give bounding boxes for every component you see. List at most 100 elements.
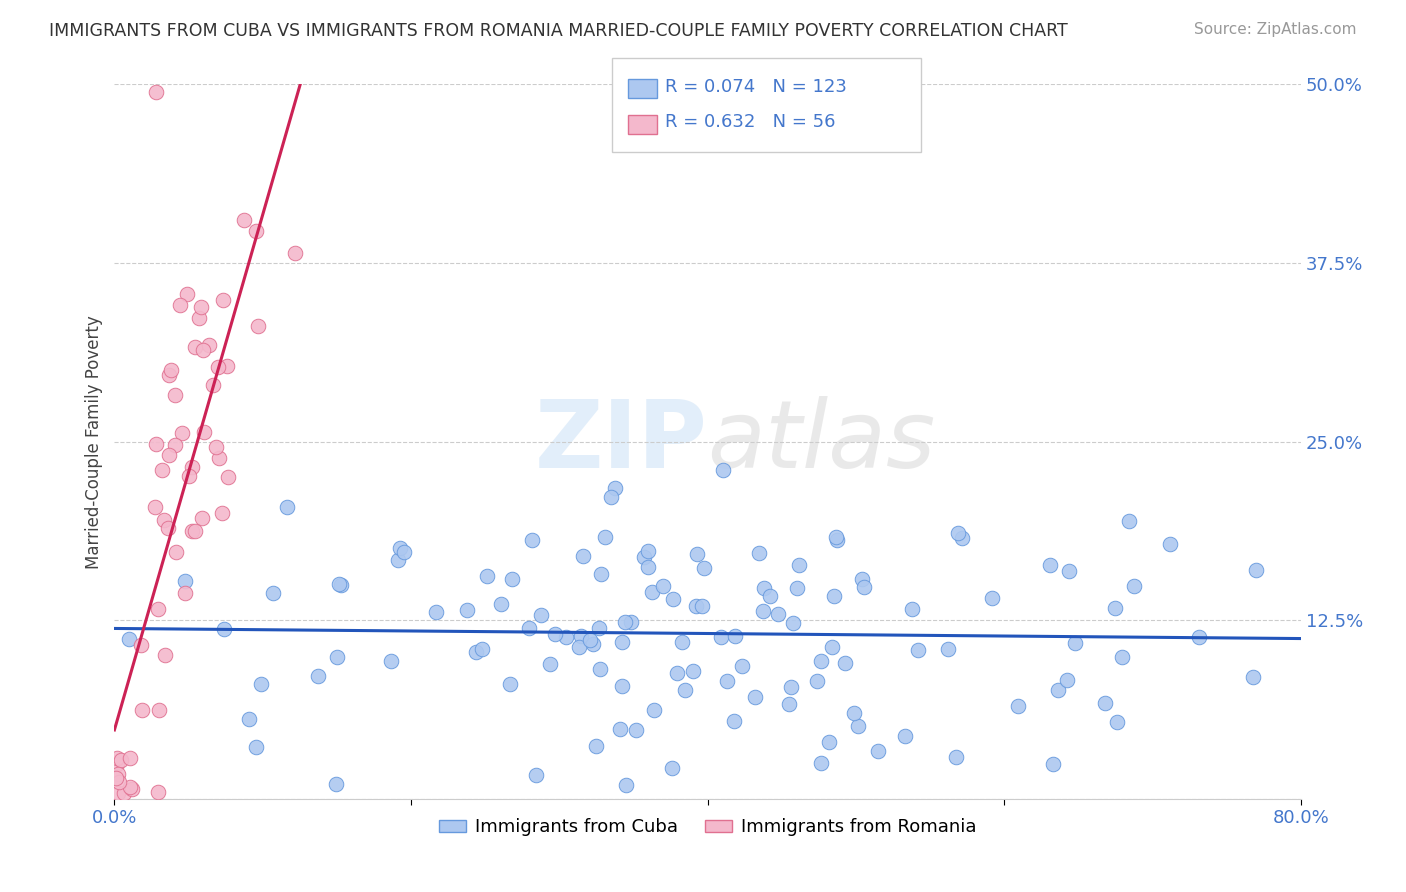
Point [184, 340, 207, 354]
Point [157, 521, 180, 535]
Point [193, 343, 215, 358]
Point [1039, 558, 1062, 572]
Point [193, 425, 215, 440]
Point [176, 286, 198, 301]
Point [852, 581, 875, 595]
Point [212, 622, 235, 636]
Point [555, 630, 578, 644]
Point [893, 729, 915, 743]
Point [179, 468, 201, 483]
Point [620, 615, 643, 629]
Point [624, 723, 647, 737]
Point [165, 438, 187, 452]
Point [671, 635, 693, 649]
Point [900, 602, 922, 616]
Point [501, 572, 523, 586]
Point [690, 599, 713, 613]
Point [326, 649, 349, 664]
Point [610, 635, 633, 649]
Point [591, 567, 613, 582]
Point [475, 569, 498, 583]
Point [173, 574, 195, 589]
Point [157, 449, 180, 463]
Point [1064, 636, 1087, 650]
Point [207, 360, 229, 375]
Point [108, 775, 131, 789]
Point [153, 513, 176, 527]
Point [806, 673, 828, 688]
Point [392, 545, 415, 559]
Point [262, 585, 284, 599]
Point [118, 632, 141, 646]
Point [938, 642, 960, 657]
Point [710, 630, 733, 644]
Text: Source: ZipAtlas.com: Source: ZipAtlas.com [1194, 22, 1357, 37]
Point [759, 589, 782, 603]
Point [682, 664, 704, 678]
Point [600, 490, 623, 504]
Point [389, 541, 412, 555]
Point [1111, 650, 1133, 665]
Point [787, 558, 810, 573]
Point [768, 607, 790, 622]
Point [238, 712, 260, 726]
Point [637, 544, 659, 558]
Point [232, 213, 254, 227]
Text: IMMIGRANTS FROM CUBA VS IMMIGRANTS FROM ROMANIA MARRIED-COUPLE FAMILY POVERTY CO: IMMIGRANTS FROM CUBA VS IMMIGRANTS FROM … [49, 22, 1069, 40]
Point [661, 761, 683, 775]
Point [184, 524, 207, 538]
Point [187, 311, 209, 326]
Point [247, 319, 270, 334]
Point [166, 545, 188, 559]
Point [724, 629, 747, 643]
Point [579, 632, 602, 647]
Point [107, 786, 129, 800]
Point [307, 669, 329, 683]
Point [205, 440, 228, 454]
Point [980, 591, 1002, 605]
Point [211, 293, 233, 307]
Point [633, 550, 655, 565]
Point [786, 581, 808, 595]
Point [198, 338, 221, 352]
Point [585, 739, 607, 753]
Point [150, 463, 173, 477]
Point [744, 690, 766, 705]
Point [153, 648, 176, 662]
Point [1244, 563, 1267, 577]
Point [748, 546, 770, 560]
Point [946, 525, 969, 540]
Point [172, 425, 194, 440]
Point [245, 739, 267, 754]
Point [868, 744, 890, 758]
Point [107, 750, 129, 764]
Point [810, 654, 832, 668]
Point [387, 553, 409, 567]
Point [145, 85, 167, 99]
Point [1118, 514, 1140, 528]
Point [131, 639, 153, 653]
Point [716, 673, 738, 688]
Text: ZIP: ZIP [534, 396, 707, 488]
Point [245, 223, 267, 237]
Point [380, 654, 402, 668]
Point [544, 627, 567, 641]
Point [1094, 696, 1116, 710]
Point [1047, 682, 1070, 697]
Point [191, 511, 214, 525]
Point [568, 640, 591, 654]
Point [120, 780, 142, 794]
Point [160, 363, 183, 377]
Point [810, 756, 832, 771]
Point [1042, 757, 1064, 772]
Point [588, 621, 610, 635]
Point [582, 637, 605, 651]
Point [640, 585, 662, 599]
Point [614, 778, 637, 792]
Point [593, 530, 616, 544]
Point [666, 665, 689, 680]
Point [148, 703, 170, 717]
Point [217, 359, 239, 373]
Point [131, 703, 153, 717]
Point [652, 578, 675, 592]
